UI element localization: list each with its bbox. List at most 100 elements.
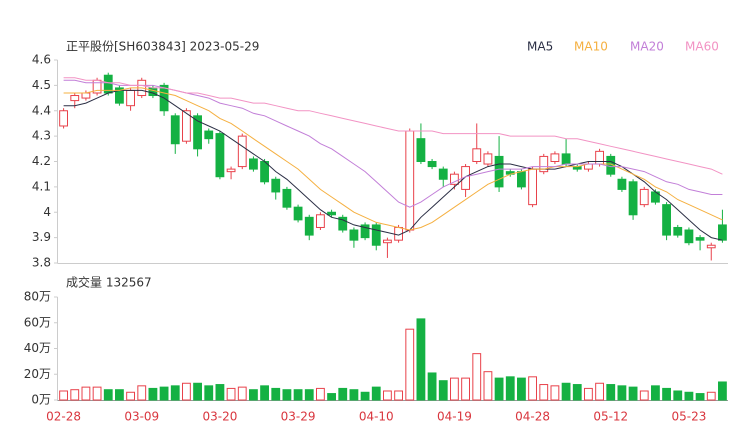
candle-body	[115, 87, 124, 104]
volume-bar	[606, 384, 616, 401]
volume-bar	[494, 377, 504, 401]
y-tick-label: 60万	[24, 315, 51, 329]
candle-body	[416, 138, 426, 163]
candle-body	[338, 216, 348, 231]
volume-bar	[349, 389, 359, 401]
volume-bar	[550, 385, 560, 401]
candle-body	[383, 239, 392, 244]
volume-bar	[249, 389, 258, 401]
volume-bar	[371, 386, 381, 401]
volume-bar	[360, 391, 370, 401]
candle-body	[472, 148, 482, 162]
volume-bar	[70, 389, 80, 401]
candle-body	[293, 206, 303, 221]
candle-body	[204, 130, 214, 140]
volume-bar	[126, 391, 135, 401]
volume-bar	[92, 386, 102, 401]
volume-bar	[673, 390, 683, 401]
volume-bar	[584, 387, 593, 401]
candle-body	[639, 188, 649, 206]
candle-body	[182, 110, 191, 142]
y-tick-label: 4.4	[32, 103, 51, 117]
volume-bar	[260, 385, 269, 401]
candle-body	[438, 168, 448, 180]
volume-bar	[182, 382, 191, 401]
volume-bar	[561, 382, 571, 401]
volume-bar	[684, 391, 694, 401]
volume-bar	[528, 376, 537, 401]
candle-body	[662, 204, 671, 236]
volume-bar	[293, 389, 303, 401]
candle-body	[706, 244, 716, 249]
y-tick-label: 3.9	[32, 230, 51, 244]
y-tick-label: 20万	[24, 367, 51, 381]
volume-bar	[159, 386, 169, 401]
volume-bar	[695, 393, 705, 401]
y-tick-label: 3.8	[32, 256, 51, 270]
x-tick-label: 03-20	[202, 410, 237, 424]
volume-bar	[427, 372, 437, 401]
volume-bar	[204, 385, 214, 401]
candle-body	[595, 150, 604, 165]
volume-bar	[505, 376, 515, 401]
legend-label: MA5	[527, 40, 553, 54]
x-tick-label: 03-09	[124, 410, 159, 424]
volume-bar	[662, 387, 671, 401]
volume-bar	[539, 384, 549, 401]
candle-body	[427, 161, 437, 168]
y-tick-label: 4.1	[32, 179, 51, 193]
legend-label: MA60	[685, 40, 719, 54]
volume-bar	[103, 389, 113, 401]
volume-bar	[338, 387, 348, 401]
volume-bar	[472, 353, 482, 401]
candle-body	[483, 153, 493, 165]
candle-body	[405, 130, 415, 231]
candle-body	[282, 188, 292, 208]
chart-title: 正平股份[SH603843] 2023-05-29	[66, 40, 259, 54]
candle-body	[70, 95, 80, 102]
candle-body	[695, 237, 705, 241]
y-tick-label: 4.6	[32, 53, 51, 67]
x-tick-label: 04-10	[359, 410, 394, 424]
volume-bar	[59, 390, 68, 401]
ma-line	[63, 89, 723, 241]
volume-bar	[271, 387, 281, 401]
volume-bar	[595, 382, 604, 401]
candle-body	[271, 178, 281, 193]
candle-body	[193, 115, 202, 150]
candle-body	[126, 89, 135, 107]
y-tick-label: 4.2	[32, 154, 51, 168]
volume-bar	[327, 393, 336, 401]
volume-bar	[639, 390, 649, 401]
volume-bar	[394, 390, 403, 401]
volume-bar	[706, 391, 716, 401]
candle-body	[316, 214, 325, 228]
candle-body	[304, 216, 314, 236]
volume-bar	[438, 380, 448, 401]
volume-bar	[81, 386, 91, 401]
candle-body	[249, 158, 258, 170]
candle-body	[360, 224, 370, 239]
volume-bar	[170, 385, 180, 401]
volume-bar	[215, 384, 225, 401]
candle-body	[226, 168, 236, 173]
y-tick-label: 4.5	[32, 78, 51, 92]
y-tick-label: 4.3	[32, 129, 51, 143]
candle-body	[628, 181, 638, 216]
candle-body	[528, 168, 537, 206]
volume-bar	[483, 371, 493, 401]
volume-bar	[226, 387, 236, 401]
x-tick-label: 03-29	[281, 410, 316, 424]
candle-body	[371, 224, 381, 246]
volume-title: 成交量 132567	[66, 275, 152, 290]
volume-bar	[517, 377, 526, 401]
candle-body	[349, 229, 359, 241]
candle-body	[494, 155, 504, 188]
volume-bar	[416, 318, 426, 401]
candle-body	[617, 178, 627, 190]
legend-label: MA10	[574, 40, 608, 54]
candle-body	[517, 171, 526, 188]
candle-body	[170, 115, 180, 145]
candle-body	[450, 173, 459, 185]
volume-bar	[148, 387, 158, 401]
